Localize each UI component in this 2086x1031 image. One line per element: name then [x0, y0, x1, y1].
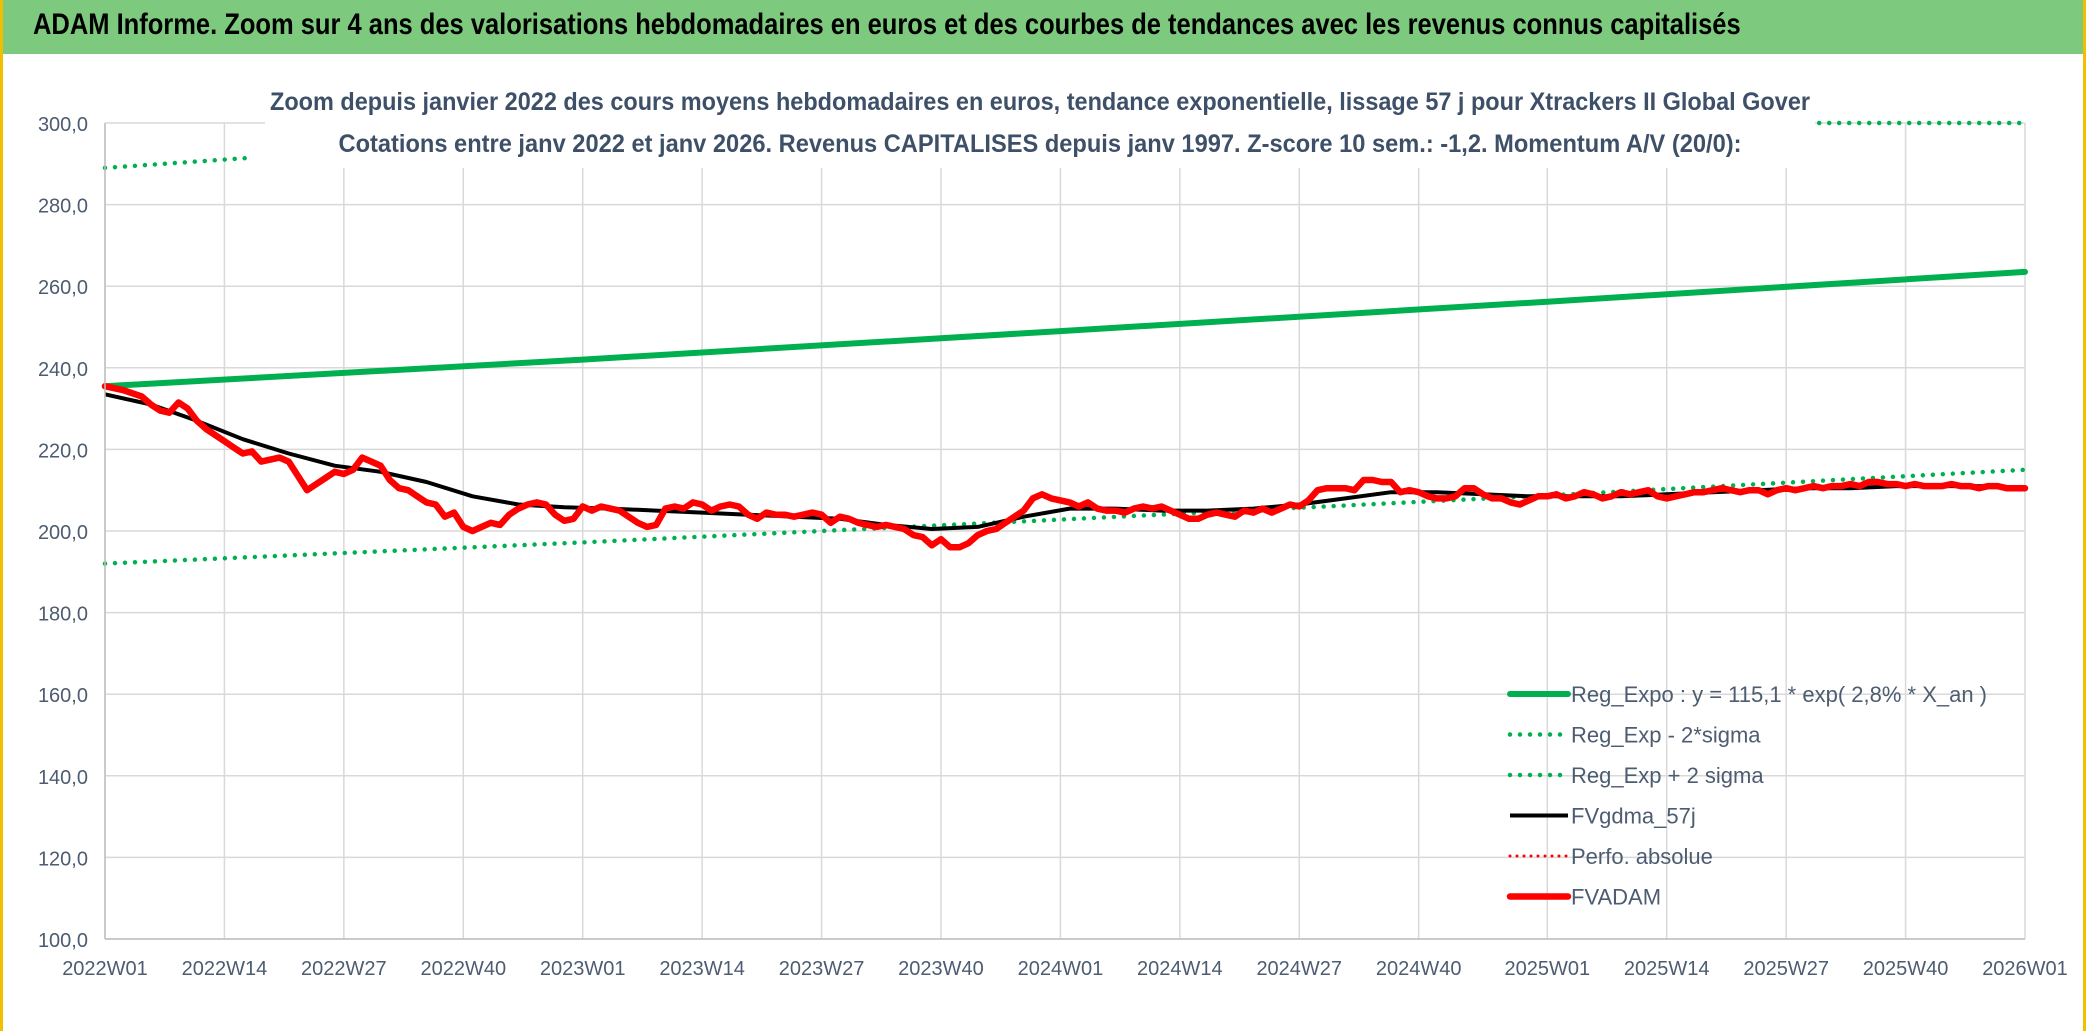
- legend-label-0: Reg_Expo : y = 115,1 * exp( 2,8% * X_an …: [1571, 682, 1987, 707]
- chart-title: Zoom depuis janvier 2022 des cours moyen…: [270, 88, 1810, 116]
- x-tick-label: 2023W27: [779, 958, 865, 980]
- y-tick-label: 240,0: [38, 359, 88, 381]
- y-tick-label: 280,0: [38, 196, 88, 218]
- x-tick-label: 2022W40: [420, 958, 506, 980]
- series-line-1: [102, 467, 2028, 566]
- title-backdrop: [265, 82, 1815, 168]
- y-tick-label: 260,0: [38, 277, 88, 299]
- axes: 100,0 120,0 140,0 160,0 180,0 200,0 220,0 240,0…: [38, 114, 2068, 980]
- y-tick-label: 140,0: [38, 767, 88, 789]
- legend-label-2: Reg_Exp + 2 sigma: [1571, 763, 1764, 788]
- legend-label-5: FVADAM: [1571, 885, 1661, 910]
- y-tick-label: 180,0: [38, 604, 88, 626]
- x-tick-label: 2022W14: [182, 958, 268, 980]
- series-line-2: [102, 155, 255, 171]
- series-line-0: [102, 268, 2028, 390]
- x-tick-label: 2025W01: [1504, 958, 1590, 980]
- x-tick-label: 2026W01: [1982, 958, 2068, 980]
- series-lines: [101, 120, 2029, 566]
- legend-label-1: Reg_Exp - 2*sigma: [1571, 723, 1761, 748]
- legend-label-4: Perfo. absolue: [1571, 844, 1713, 869]
- x-tick-label: 2025W40: [1863, 958, 1949, 980]
- y-tick-label: 100,0: [38, 930, 88, 952]
- x-tick-label: 2025W14: [1624, 958, 1710, 980]
- x-tick-label: 2022W27: [301, 958, 387, 980]
- x-tick-label: 2023W01: [540, 958, 626, 980]
- report-title: ADAM Informe. Zoom sur 4 ans des valoris…: [33, 8, 1741, 41]
- x-tick-label: 2024W14: [1137, 958, 1223, 980]
- y-tick-label: 300,0: [38, 114, 88, 136]
- chart-subtitle: Cotations entre janv 2022 et janv 2026. …: [339, 130, 1742, 158]
- x-tick-label: 2023W40: [898, 958, 984, 980]
- x-tick-label: 2023W14: [659, 958, 745, 980]
- y-tick-label: 200,0: [38, 522, 88, 544]
- x-tick-label: 2024W01: [1018, 958, 1104, 980]
- y-tick-label: 160,0: [38, 685, 88, 707]
- series-line-3: [104, 392, 2026, 531]
- chart-frame: [0, 54, 2086, 1031]
- y-tick-label: 220,0: [38, 440, 88, 462]
- chart-legend: Reg_Expo : y = 115,1 * exp( 2,8% * X_an …: [1506, 682, 1987, 910]
- legend-label-3: FVgdma_57j: [1571, 804, 1696, 829]
- grid-lines: [104, 122, 2026, 940]
- series-line-5: [101, 382, 2029, 551]
- x-tick-label: 2024W27: [1256, 958, 1342, 980]
- report-header: ADAM Informe. Zoom sur 4 ans des valoris…: [0, 0, 2086, 54]
- x-tick-label: 2025W27: [1743, 958, 1829, 980]
- x-tick-label: 2024W40: [1376, 958, 1462, 980]
- x-tick-label: 2022W01: [62, 958, 148, 980]
- y-tick-label: 120,0: [38, 848, 88, 870]
